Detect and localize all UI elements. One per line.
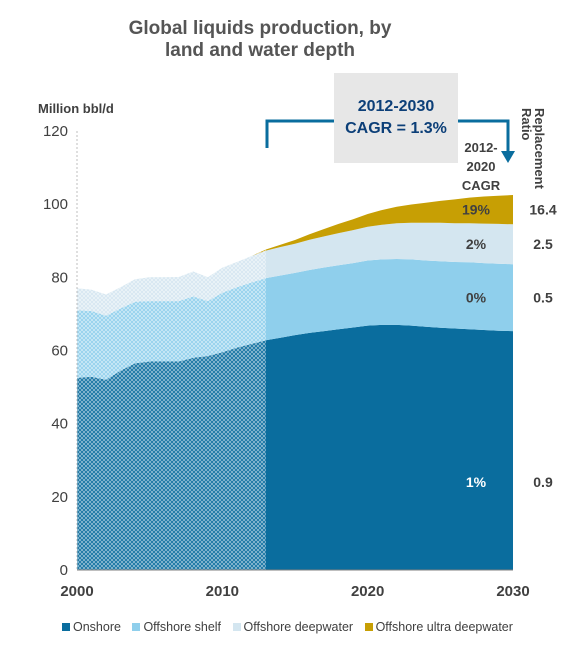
y-tick-label-60: 60 [51, 343, 68, 360]
x-tick-label-2010: 2010 [206, 583, 239, 600]
callout-line1: 2012-2030 [357, 98, 435, 115]
replacement-ratio-offshore-shelf: 0.5 [533, 290, 553, 306]
legend-label-onshore: Onshore [73, 620, 121, 634]
cagr-header-line3: CAGR [461, 178, 501, 193]
y-tick-label-100: 100 [43, 196, 68, 213]
y-tick-label-120: 120 [43, 123, 68, 140]
replacement-ratio-onshore: 0.9 [533, 474, 553, 490]
chart-title: Global liquids production, by land and w… [60, 18, 460, 62]
area-layers [77, 195, 513, 570]
cagr-label-onshore: 1% [466, 474, 487, 490]
callout-bracket-left [265, 119, 334, 148]
legend-item-onshore: Onshore [62, 620, 121, 634]
y-tick-label-40: 40 [51, 416, 68, 433]
cagr-label-offshore-shelf: 0% [466, 290, 487, 306]
axes: 0 20 40 60 80 100 120 2000 2010 2020 2030 19% 16.4 2%… [43, 123, 557, 600]
legend-swatch-onshore [62, 623, 70, 631]
legend-label-offshore-deepwater: Offshore deepwater [243, 620, 354, 634]
replacement-ratio-offshore-deepwater: 2.5 [533, 236, 553, 252]
callout-line2: CAGR = 1.3% [345, 120, 447, 137]
replacement-ratio-header-text: Replacement Ratio [519, 108, 547, 189]
area-offshore-ultra-deepwater [77, 195, 513, 295]
legend-item-offshore-ultra-deepwater: Offshore ultra deepwater [364, 620, 513, 634]
cagr-header-line1: 2012- [464, 140, 498, 155]
replacement-ratio-offshore-ultra-deepwater: 16.4 [529, 202, 556, 218]
x-tick-label-2000: 2000 [60, 583, 93, 600]
historical-hatch-overlay [77, 249, 266, 570]
chart-title-line2: land and water depth [164, 40, 356, 61]
callout-arrowhead [501, 151, 515, 163]
y-tick-label-0: 0 [60, 562, 68, 579]
legend: Onshore Offshore shelf Offshore deepwate… [62, 620, 521, 634]
legend-label-offshore-ultra-deepwater: Offshore ultra deepwater [375, 620, 513, 634]
x-tick-label-2030: 2030 [496, 583, 529, 600]
y-tick-label-20: 20 [51, 489, 68, 506]
legend-label-offshore-shelf: Offshore shelf [143, 620, 222, 634]
chart-title-line1: Global liquids production, by [128, 18, 392, 39]
cagr-column-header: 2012- 2020 CAGR [456, 138, 506, 195]
legend-swatch-offshore-deepwater [232, 623, 241, 631]
legend-swatch-offshore-ultra-deepwater [364, 623, 373, 631]
legend-item-offshore-deepwater: Offshore deepwater [232, 620, 354, 634]
cagr-label-offshore-deepwater: 2% [466, 236, 487, 252]
y-axis-label: Million bbl/d [38, 101, 114, 116]
callout-bracket-right [458, 119, 510, 152]
legend-item-offshore-shelf: Offshore shelf [132, 620, 221, 634]
legend-swatch-offshore-shelf [132, 623, 141, 631]
annotation-arrows [265, 119, 515, 163]
x-tick-label-2020: 2020 [351, 583, 384, 600]
cagr-callout-box: 2012-2030 CAGR = 1.3% [334, 73, 458, 163]
y-tick-label-80: 80 [51, 269, 68, 286]
cagr-label-offshore-ultra-deepwater: 19% [462, 202, 491, 218]
replacement-ratio-header: Replacement Ratio [519, 108, 547, 204]
cagr-header-line2: 2020 [466, 159, 496, 174]
